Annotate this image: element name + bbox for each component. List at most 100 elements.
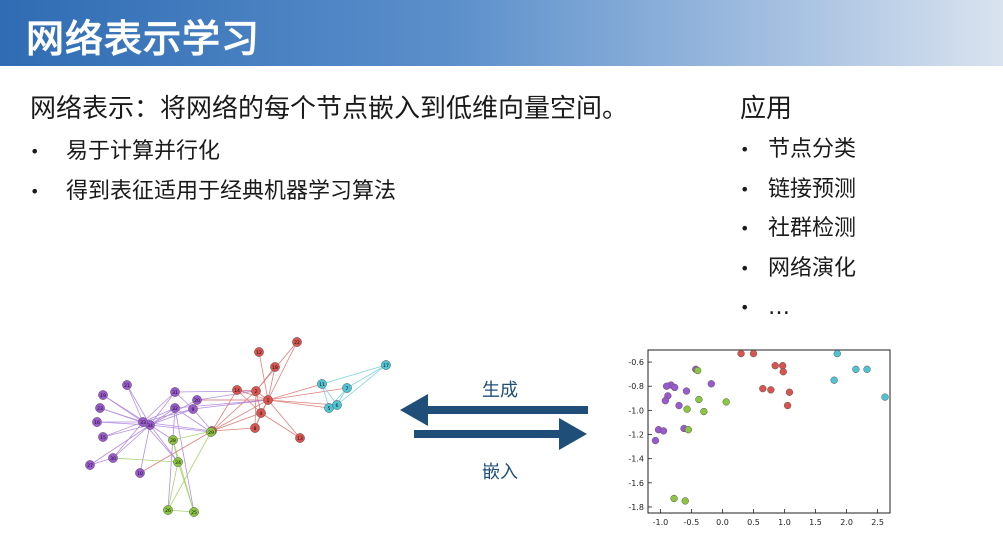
graph-node-dot [292, 337, 302, 347]
scatter-point [833, 349, 841, 358]
graph-edge [211, 412, 262, 432]
graph-node-label: 4 [260, 411, 263, 417]
graph-node-dot [138, 417, 148, 427]
graph-node-label: 1 [267, 398, 270, 404]
graph-node: 11 [317, 379, 327, 389]
graph-edge [112, 421, 144, 459]
graph-edge [211, 390, 257, 432]
graph-edge [142, 391, 176, 423]
graph-node-label: 21 [124, 383, 130, 389]
graph-node-label: 22 [294, 340, 300, 346]
generate-label: 生成 [482, 380, 518, 401]
graph-node: 17 [381, 360, 391, 370]
graph-node-label: 26 [165, 508, 171, 514]
graph-node: 30 [108, 453, 118, 463]
graph-node-label: 14 [234, 388, 240, 394]
graph-edge [172, 430, 213, 441]
scatter-point [749, 349, 758, 358]
graph-edge [267, 399, 301, 439]
graph-edge [258, 351, 269, 401]
graph-edge [267, 383, 323, 401]
y-tick-label: -1.2 [628, 431, 644, 440]
graph-edge [167, 431, 212, 511]
graph-edge [211, 427, 256, 432]
graph-node: 14 [232, 385, 242, 395]
graph-edge [174, 407, 212, 433]
graph-node-dot [170, 403, 180, 413]
graph-node-dot [250, 423, 260, 433]
scatter-point [684, 426, 692, 434]
graph-node-label: 5 [328, 406, 331, 412]
scatter-point [659, 427, 668, 435]
graph-node: 31 [170, 387, 180, 397]
application-item: 链接预测 [740, 174, 856, 214]
graph-node: 9 [188, 404, 198, 414]
application-item: … [740, 292, 856, 332]
graph-node-label: 29 [208, 430, 214, 436]
graph-node-dot [256, 408, 266, 418]
graph-edge [112, 424, 151, 459]
graph-node-dot [189, 507, 199, 517]
graph-node-label: 16 [94, 420, 100, 426]
graph-node-dot [85, 460, 95, 470]
y-tick-label: -1.8 [628, 503, 644, 512]
graph-edge [139, 424, 151, 474]
graph-node-dot [188, 404, 198, 414]
graph-node-label: 20 [194, 398, 200, 404]
graph-node-dot [251, 386, 261, 396]
graph-node: 13 [295, 433, 305, 443]
graph-edge [267, 399, 330, 409]
graph-edge [211, 399, 269, 432]
graph-node-label: 32 [172, 406, 178, 412]
graph-node: 29 [206, 427, 216, 437]
graph-node: 27 [85, 460, 95, 470]
graph-node-label: 25 [191, 510, 197, 516]
graph-node-dot [95, 403, 105, 413]
scatter-point [785, 388, 794, 396]
graph-node-label: 27 [87, 463, 93, 469]
graph-node: 6 [332, 400, 342, 410]
graph-node-label: 17 [383, 363, 389, 369]
graph-edge [102, 421, 144, 438]
graph-node: 24 [173, 457, 183, 467]
graph-node-dot [342, 383, 352, 393]
graph-edge [89, 424, 151, 466]
graph-edge [99, 407, 144, 423]
feature-item: 易于计算并行化 [30, 136, 396, 176]
graph-node: 21 [122, 380, 132, 390]
x-tick-label: 1.0 [778, 518, 791, 527]
graph-node: 33 [138, 417, 148, 427]
graph-node-dot [295, 433, 305, 443]
scatter-point [693, 366, 702, 375]
graph-edge [267, 387, 348, 401]
graph-edge [346, 364, 387, 389]
scatter-point [767, 386, 775, 394]
scatter-point [670, 494, 678, 503]
graph-node-label: 7 [346, 386, 349, 392]
scatter-point [695, 395, 703, 404]
scatter-point [759, 384, 767, 393]
graph-node: 18 [270, 362, 280, 372]
graph-edge [172, 439, 195, 513]
embedding-scatter-plot: -1.0 -0.5 0.0 0.5 1.0 1.5 2.0 2.5 -0.6 -0.8 -1.0 -1… [628, 349, 891, 527]
scatter-point [737, 349, 745, 358]
scatter-point [779, 362, 787, 370]
embed-label: 嵌入 [482, 462, 518, 483]
graph-node-label: 10 [137, 471, 143, 477]
scatter-point [722, 398, 730, 406]
graph-node-dot [192, 395, 202, 405]
graph-node-dot [317, 379, 327, 389]
right-arrow-icon [414, 418, 587, 450]
graph-node-dot [163, 505, 173, 515]
graph-node: 32 [170, 403, 180, 413]
applications-title: 应用 [740, 94, 793, 124]
graph-node-dot [122, 380, 132, 390]
graph-node: 10 [135, 468, 145, 478]
graph-node-dot [206, 427, 216, 437]
graph-edge [174, 390, 257, 393]
scatter-point [683, 405, 691, 413]
graph-node-dot [332, 400, 342, 410]
scatter-point [671, 383, 679, 392]
graph-edge [142, 407, 176, 423]
applications-list: 节点分类 链接预测 社群检测 网络演化 … [740, 134, 856, 332]
